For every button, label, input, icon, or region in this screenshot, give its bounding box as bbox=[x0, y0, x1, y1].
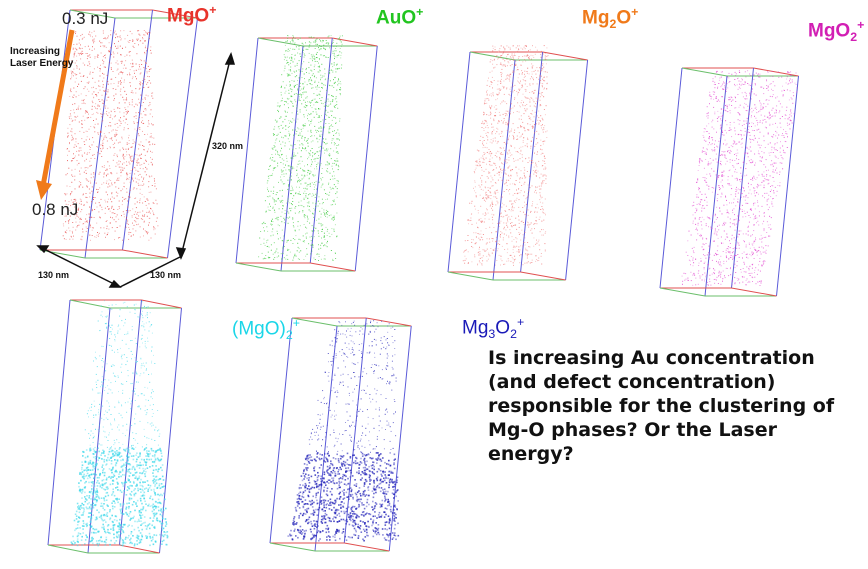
laser-energy-caption: Increasing Laser Energy bbox=[10, 46, 74, 69]
width-dimension-label-a: 130 nm bbox=[38, 270, 70, 280]
height-dimension-label: 320 nm bbox=[212, 141, 244, 151]
panel-label-mg2o: Mg2O+ bbox=[582, 5, 639, 32]
reconstruction-box-5 bbox=[47, 299, 182, 554]
panel-label-mgo-dimer: (MgO)2+ bbox=[232, 316, 300, 343]
laser-energy-arrow bbox=[40, 29, 75, 187]
point-cloud-4 bbox=[681, 70, 798, 286]
panel-label-auo: AuO+ bbox=[376, 5, 424, 29]
laser-energy-arrowhead bbox=[36, 180, 52, 200]
research-question: Is increasing Au concentration (and defe… bbox=[488, 347, 835, 465]
point-cloud-1 bbox=[62, 30, 159, 241]
reconstruction-box-3 bbox=[447, 51, 589, 281]
point-cloud-2 bbox=[258, 35, 343, 261]
point-cloud-5 bbox=[70, 300, 169, 547]
energy-top-label: 0.3 nJ bbox=[62, 9, 109, 28]
width-dimension-label-b: 130 nm bbox=[150, 270, 182, 280]
point-cloud-6 bbox=[287, 320, 400, 542]
panel-label-mg3o2: Mg3O2+ bbox=[462, 315, 525, 342]
energy-bottom-label: 0.8 nJ bbox=[32, 200, 79, 219]
reconstruction-box-6 bbox=[269, 317, 412, 552]
dimension-arrows bbox=[36, 51, 236, 288]
panel-label-mgo: MgO+ bbox=[167, 3, 217, 27]
panel-label-mgo2: MgO2+ bbox=[808, 18, 865, 45]
point-cloud-3 bbox=[462, 45, 549, 266]
reconstruction-box-4 bbox=[659, 67, 799, 297]
